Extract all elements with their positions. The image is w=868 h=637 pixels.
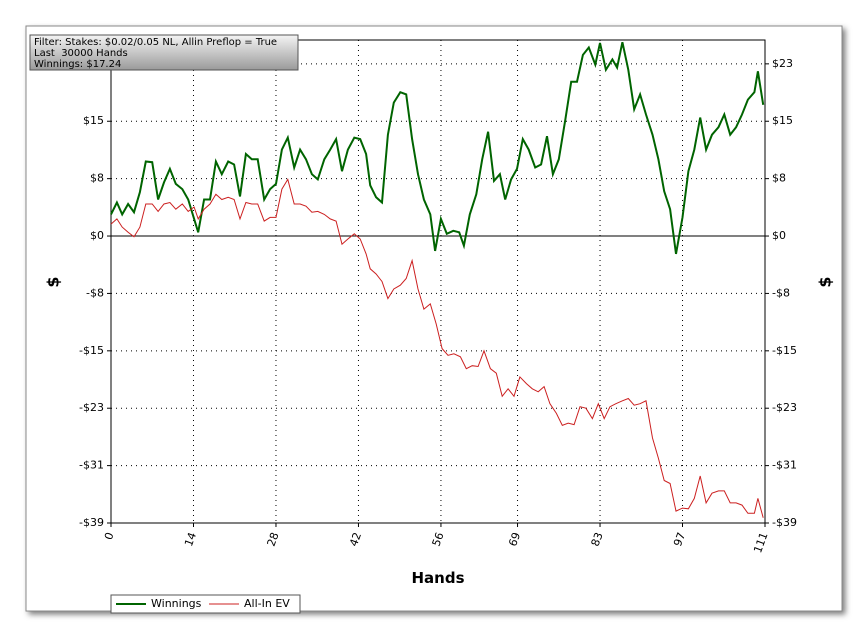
y2-tick-label: -$23	[772, 401, 797, 414]
y-tick-label: -$31	[79, 459, 104, 472]
y2-tick-label: -$31	[772, 459, 797, 472]
x-tick-label: 56	[430, 531, 447, 549]
x-tick-label: 14	[182, 531, 199, 549]
y-tick-label: -$15	[79, 344, 104, 357]
legend	[110, 594, 301, 614]
y-tick-label: -$23	[79, 401, 104, 414]
y2-tick-label: $23	[772, 57, 793, 70]
y-tick-label: -$8	[86, 286, 104, 299]
annotation: Winnings: $17.24	[34, 59, 121, 70]
legend-label: Winnings	[151, 597, 202, 610]
legend-label: All-In EV	[244, 597, 290, 610]
y-tick-label: $15	[83, 114, 104, 127]
x-tick-label: 0	[102, 531, 117, 542]
y2-tick-label: $15	[772, 114, 793, 127]
x-tick-label: 42	[347, 531, 364, 549]
y2-tick-label: -$8	[772, 286, 790, 299]
filter-box	[29, 34, 299, 71]
y2-tick-label: $0	[772, 229, 786, 242]
y2-axis-label: $	[816, 276, 835, 287]
y2-tick-label: $8	[772, 172, 786, 185]
x-tick-label: 69	[506, 531, 523, 549]
y2-tick-label: -$15	[772, 344, 797, 357]
plot-area	[110, 39, 766, 524]
x-axis-label: Hands	[411, 569, 464, 587]
x-tick-label: 83	[589, 531, 606, 549]
x-tick-label: 28	[265, 531, 282, 549]
series-line	[110, 178, 764, 518]
series-line	[110, 41, 765, 255]
y-tick-label: $0	[90, 229, 104, 242]
y2-tick-label: -$39	[772, 516, 797, 529]
y-tick-label: -$39	[79, 516, 104, 529]
annotation: Filter: Stakes: $0.02/0.05 NL, Allin Pre…	[34, 37, 277, 48]
x-tick-label: 97	[671, 531, 688, 549]
y-tick-label: $8	[90, 172, 104, 185]
annotation: Last 30000 Hands	[34, 48, 128, 59]
y-axis-label: $	[44, 276, 63, 287]
frame	[25, 25, 843, 612]
